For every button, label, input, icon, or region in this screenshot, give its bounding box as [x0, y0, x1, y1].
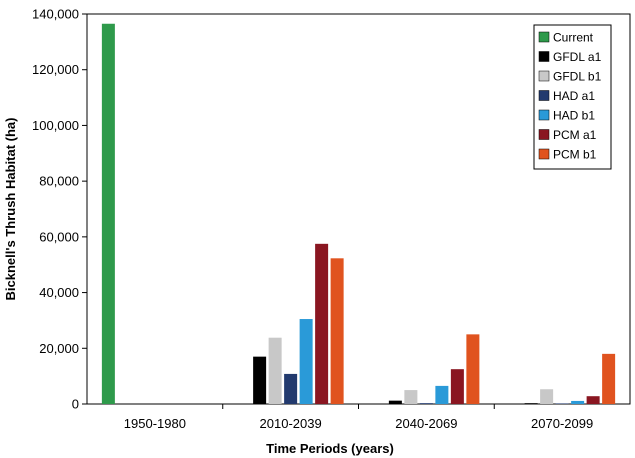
bar-pcm-b1 [330, 258, 344, 404]
bar-gfdl-a1 [253, 356, 267, 404]
bar-pcm-a1 [450, 369, 464, 404]
bars [101, 23, 616, 404]
x-tick-label: 1950-1980 [124, 416, 186, 431]
legend-swatch [538, 148, 550, 160]
y-axis-ticks: 0 20,000 40,000 60,000 80,000 100,000 120,000 1… [32, 7, 87, 412]
y-tick-label: 20,000 [39, 341, 79, 356]
legend-swatch [538, 31, 550, 43]
bar-gfdl-b1 [540, 389, 554, 404]
legend-label: GFDL a1 [553, 50, 602, 64]
x-axis-ticks: 1950-1980 2010-2039 2040-2069 2070-2099 [124, 404, 593, 431]
legend-swatch [538, 109, 550, 121]
x-tick-label: 2070-2099 [531, 416, 593, 431]
bar-had-b1 [571, 400, 585, 404]
bar-gfdl-a1 [388, 400, 402, 404]
legend-label: PCM a1 [553, 128, 597, 142]
legend-swatch [538, 70, 550, 82]
bar-pcm-a1 [315, 243, 329, 404]
y-axis-title: Bicknell's Thrush Habitat (ha) [3, 118, 18, 301]
bar-had-a1 [419, 403, 433, 404]
y-tick-label: 120,000 [32, 62, 79, 77]
legend-label: Current [553, 31, 594, 45]
legend-label: HAD a1 [553, 89, 595, 103]
legend-swatch [538, 51, 550, 62]
y-tick-label: 0 [72, 397, 79, 412]
bar-gfdl-b1 [268, 337, 282, 404]
x-tick-label: 2040-2069 [395, 416, 457, 431]
legend-label: GFDL b1 [553, 70, 602, 84]
y-tick-label: 60,000 [39, 229, 79, 244]
y-tick-label: 140,000 [32, 7, 79, 22]
x-tick-label: 2010-2039 [260, 416, 322, 431]
bar-pcm-b1 [602, 353, 616, 404]
legend-swatch [538, 129, 550, 140]
bar-pcm-a1 [586, 396, 600, 404]
bar-had-b1 [299, 319, 313, 404]
y-tick-label: 100,000 [32, 118, 79, 133]
y-tick-label: 40,000 [39, 285, 79, 300]
legend-swatch [538, 90, 550, 101]
bar-gfdl-b1 [404, 390, 418, 404]
legend: Current GFDL a1 GFDL b1 HAD a1 HAD b1 PCM a1 P… [533, 24, 612, 170]
legend-label: PCM b1 [553, 148, 597, 162]
y-tick-label: 80,000 [39, 174, 79, 189]
bar-had-a1 [284, 373, 298, 404]
legend-label: HAD b1 [553, 109, 595, 123]
bar-current [101, 23, 115, 404]
bar-had-a1 [555, 403, 569, 404]
bar-gfdl-a1 [524, 403, 538, 404]
bar-pcm-b1 [466, 334, 480, 404]
bar-had-b1 [435, 385, 449, 404]
x-axis-title: Time Periods (years) [266, 441, 394, 456]
